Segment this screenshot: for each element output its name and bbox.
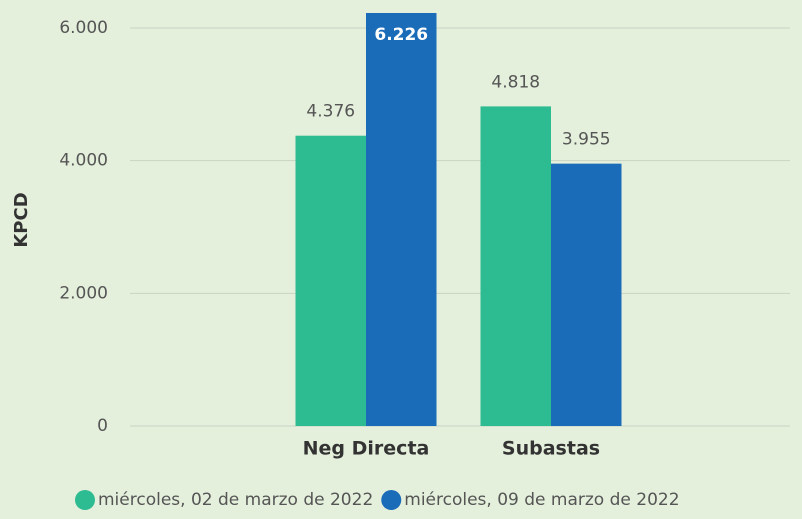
y-tick-label: 4.000 (59, 151, 108, 171)
y-tick-label: 0 (97, 416, 108, 436)
y-tick-label: 6.000 (59, 18, 108, 38)
bar (295, 135, 366, 426)
data-label: 3.955 (562, 130, 611, 150)
legend-label: miércoles, 02 de marzo de 2022 (98, 490, 373, 510)
legend-marker (75, 490, 95, 510)
legend-label: miércoles, 09 de marzo de 2022 (404, 490, 679, 510)
bar (366, 12, 437, 426)
legend-marker (381, 490, 402, 510)
y-axis-label: KPCD (11, 192, 32, 247)
data-label: 6.226 (374, 25, 428, 45)
x-tick-label: Subastas (502, 438, 600, 460)
y-tick-label: 2.000 (59, 283, 108, 303)
data-label: 4.376 (306, 102, 355, 122)
data-label: 4.818 (491, 72, 540, 92)
bar (551, 163, 622, 426)
bar (480, 106, 551, 426)
x-tick-label: Neg Directa (303, 438, 430, 460)
